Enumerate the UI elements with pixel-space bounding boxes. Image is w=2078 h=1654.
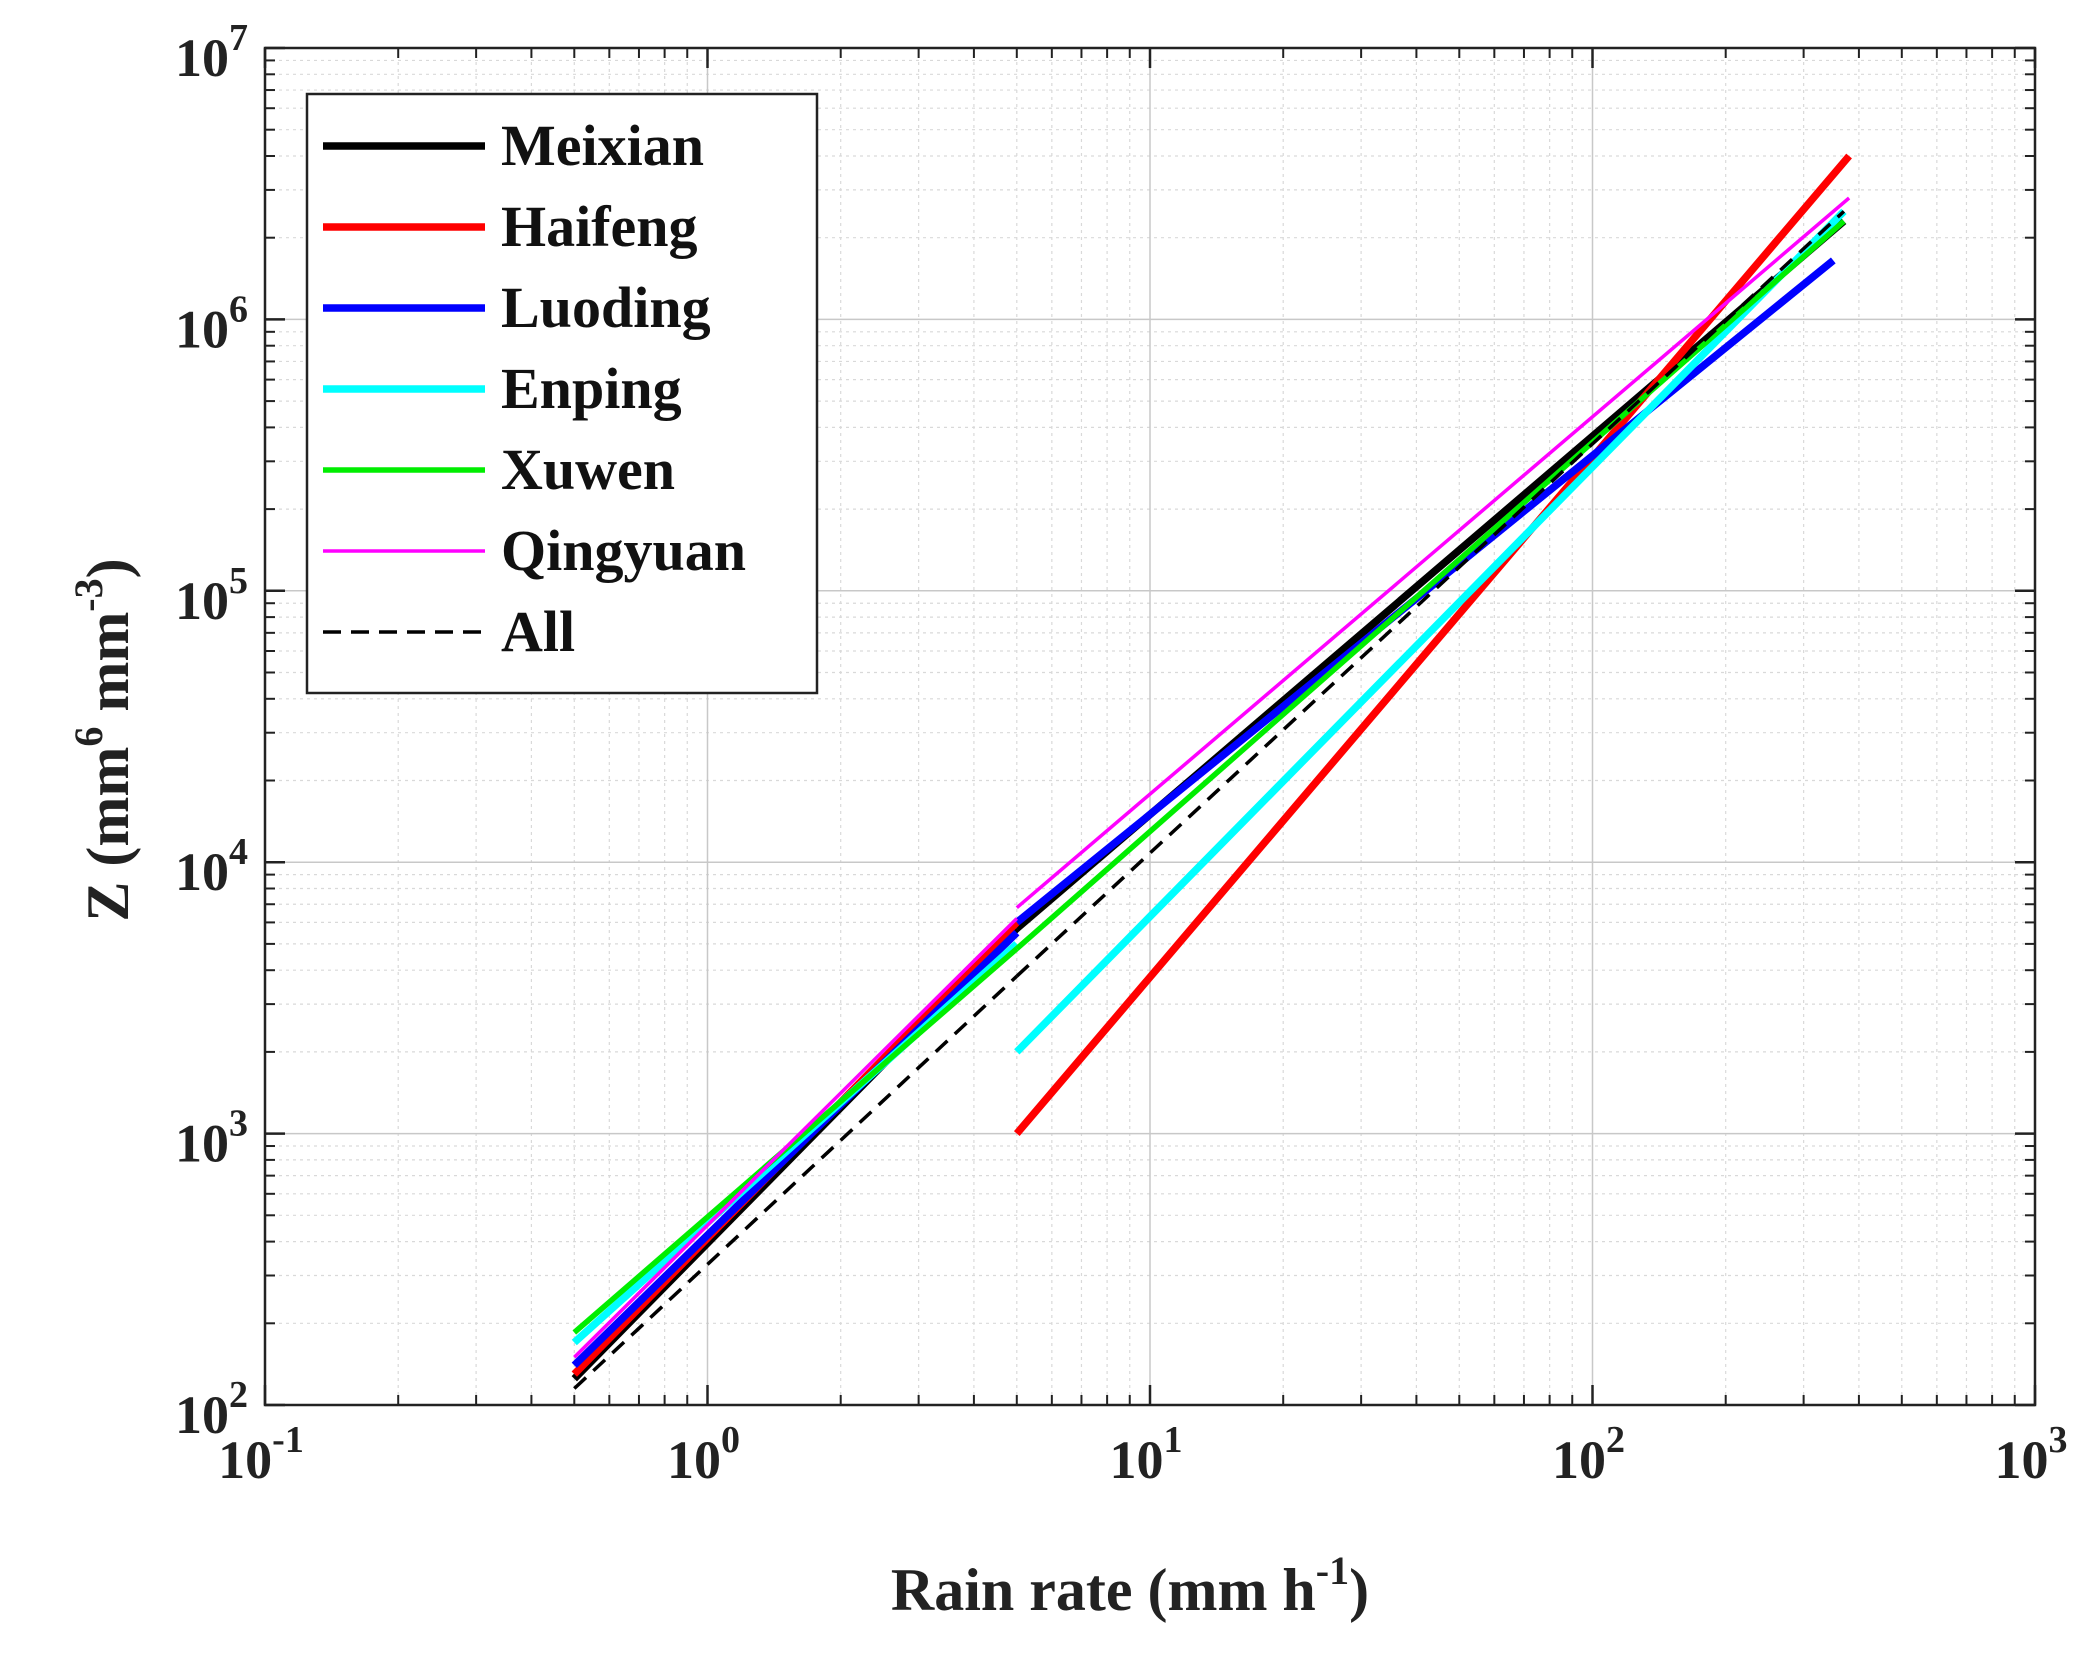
legend: Meixian Haifeng Luoding Enping Xuwen Qingyuan…: [305, 92, 819, 695]
y-axis-title-close: ): [75, 558, 141, 578]
x-tick-labels: 10-1 100 101 102 103: [218, 1419, 2067, 1490]
y-tick-label: 107: [175, 17, 248, 88]
series-line-all-segment-2: [1015, 210, 1846, 978]
x-axis-title-sup: -1: [1316, 1548, 1349, 1593]
x-tick-base: 10: [667, 1430, 721, 1490]
legend-box: [305, 92, 819, 695]
x-tick-label: 10-1: [218, 1419, 304, 1490]
y-tick-exp: 4: [229, 831, 248, 873]
legend-label-enping: Enping: [501, 356, 682, 421]
x-tick-label: 100: [667, 1419, 740, 1490]
y-tick-base: 10: [175, 1385, 229, 1445]
legend-label-xuwen: Xuwen: [501, 437, 675, 502]
x-tick-base: 10: [1552, 1430, 1606, 1490]
y-tick-label: 105: [175, 560, 248, 631]
y-tick-label: 104: [175, 831, 248, 902]
legend-label-haifeng: Haifeng: [501, 194, 698, 259]
y-tick-label: 102: [175, 1374, 248, 1445]
series-line-haifeng-segment-2: [1013, 153, 1852, 1137]
x-tick-exp: 2: [1606, 1419, 1625, 1461]
y-tick-exp: 6: [229, 288, 248, 330]
y-tick-label: 106: [175, 288, 248, 359]
x-tick-exp: 0: [721, 1419, 740, 1461]
x-tick-label: 103: [1995, 1419, 2068, 1490]
legend-items: Meixian Haifeng Luoding Enping Xuwen Qingyuan…: [323, 113, 746, 664]
series-line-qingyuan-segment-2: [1015, 196, 1851, 910]
x-tick-base: 10: [218, 1430, 272, 1490]
series-line-xuwen-segment-2: [1014, 219, 1846, 951]
series-lines: [571, 153, 1852, 1390]
y-tick-exp: 2: [229, 1374, 248, 1416]
y-tick-exp: 5: [229, 560, 248, 602]
y-tick-exp: 3: [229, 1103, 248, 1145]
y-tick-base: 10: [175, 1114, 229, 1174]
y-axis-title-main: Z (mm: [75, 747, 141, 922]
series-line-all-segment-1: [573, 974, 1018, 1390]
y-tick-base: 10: [175, 842, 229, 902]
x-tick-exp: 1: [1164, 1419, 1183, 1461]
axis-ticks: [263, 46, 2037, 1407]
x-tick-base: 10: [1995, 1430, 2049, 1490]
legend-label-meixian: Meixian: [501, 113, 704, 178]
series-line-luoding-segment-1: [571, 930, 1020, 1368]
y-tick-exp: 7: [229, 17, 248, 59]
series-line-qingyuan-segment-1: [573, 917, 1019, 1359]
y-axis-title-sup1: 6: [66, 727, 111, 747]
y-tick-label: 103: [175, 1103, 248, 1174]
legend-label-qingyuan: Qingyuan: [501, 518, 746, 583]
x-tick-base: 10: [1110, 1430, 1164, 1490]
y-axis-title: Z (mm6 mm-3): [66, 558, 141, 921]
y-tick-base: 10: [175, 299, 229, 359]
x-tick-exp: 3: [2049, 1419, 2068, 1461]
x-axis-title-main: Rain rate (mm h: [891, 1557, 1316, 1623]
legend-label-luoding: Luoding: [501, 275, 711, 340]
y-axis-title-sup2: -3: [66, 578, 111, 611]
y-axis-title-mid: mm: [75, 612, 141, 727]
series-line-xuwen-segment-1: [572, 946, 1019, 1335]
y-tick-base: 10: [175, 571, 229, 631]
x-tick-label: 101: [1110, 1419, 1183, 1490]
x-tick-label: 102: [1552, 1419, 1625, 1490]
x-axis-title: Rain rate (mm h-1): [891, 1548, 1369, 1623]
legend-label-all: All: [501, 599, 575, 664]
y-tick-base: 10: [175, 28, 229, 88]
x-tick-exp: -1: [272, 1419, 304, 1461]
x-axis-title-close: ): [1349, 1557, 1369, 1623]
series-line-enping-segment-2: [1014, 208, 1847, 1055]
